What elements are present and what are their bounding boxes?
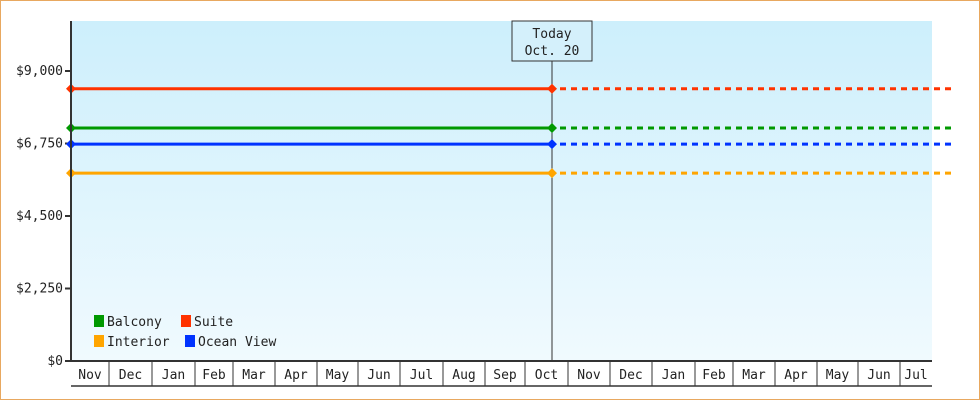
- y-tick-label: $9,000: [16, 64, 63, 79]
- month-label: Aug: [452, 368, 475, 383]
- month-label: Nov: [78, 368, 102, 383]
- month-label: Oct: [535, 368, 558, 383]
- x-axis: Nov Dec Jan Feb Mar Apr May Jun Jul Aug Sep Oct Nov D…: [71, 360, 932, 387]
- y-tick-label: $4,500: [16, 209, 63, 224]
- month-label: Apr: [284, 368, 308, 383]
- month-label: Jun: [867, 368, 890, 383]
- legend-swatch: [94, 315, 104, 327]
- month-label: Jan: [162, 368, 185, 383]
- y-tick-label: $2,250: [16, 282, 63, 297]
- legend-label: Interior: [107, 335, 170, 350]
- month-label: Feb: [202, 368, 226, 383]
- month-label: Apr: [784, 368, 808, 383]
- legend-label: Ocean View: [198, 335, 276, 350]
- plot-area: [71, 21, 932, 361]
- month-label: Jun: [367, 368, 390, 383]
- series-point: [547, 168, 557, 179]
- y-axis: $0 $2,250 $4,500 $6,750 $9,000: [16, 64, 71, 369]
- today-box: [511, 20, 593, 62]
- month-label: Sep: [493, 368, 517, 383]
- month-label: Feb: [702, 368, 726, 383]
- y-tick-label: $0: [47, 354, 63, 369]
- legend-swatch: [94, 335, 104, 347]
- legend-swatch: [181, 315, 191, 327]
- legend-label: Suite: [194, 315, 233, 330]
- y-tick-label: $6,750: [16, 137, 63, 152]
- legend: Balcony Suite Interior Ocean View: [94, 315, 276, 350]
- series-point: [547, 83, 557, 94]
- month-label: Dec: [619, 368, 642, 383]
- today-label: Today: [532, 27, 571, 42]
- month-label: Jul: [410, 368, 433, 383]
- month-label: Jul: [904, 368, 927, 383]
- month-label: Mar: [742, 368, 766, 383]
- month-label: May: [326, 368, 350, 383]
- month-label: May: [826, 368, 850, 383]
- legend-label: Balcony: [107, 315, 162, 330]
- month-label: Nov: [577, 368, 601, 383]
- series-point: [547, 139, 557, 150]
- month-label: Dec: [119, 368, 142, 383]
- today-marker: Today Oct. 20: [511, 20, 593, 62]
- series-point: [547, 123, 557, 134]
- today-date: Oct. 20: [525, 44, 580, 59]
- month-label: Jan: [662, 368, 685, 383]
- legend-swatch: [185, 335, 195, 347]
- month-label: Mar: [242, 368, 266, 383]
